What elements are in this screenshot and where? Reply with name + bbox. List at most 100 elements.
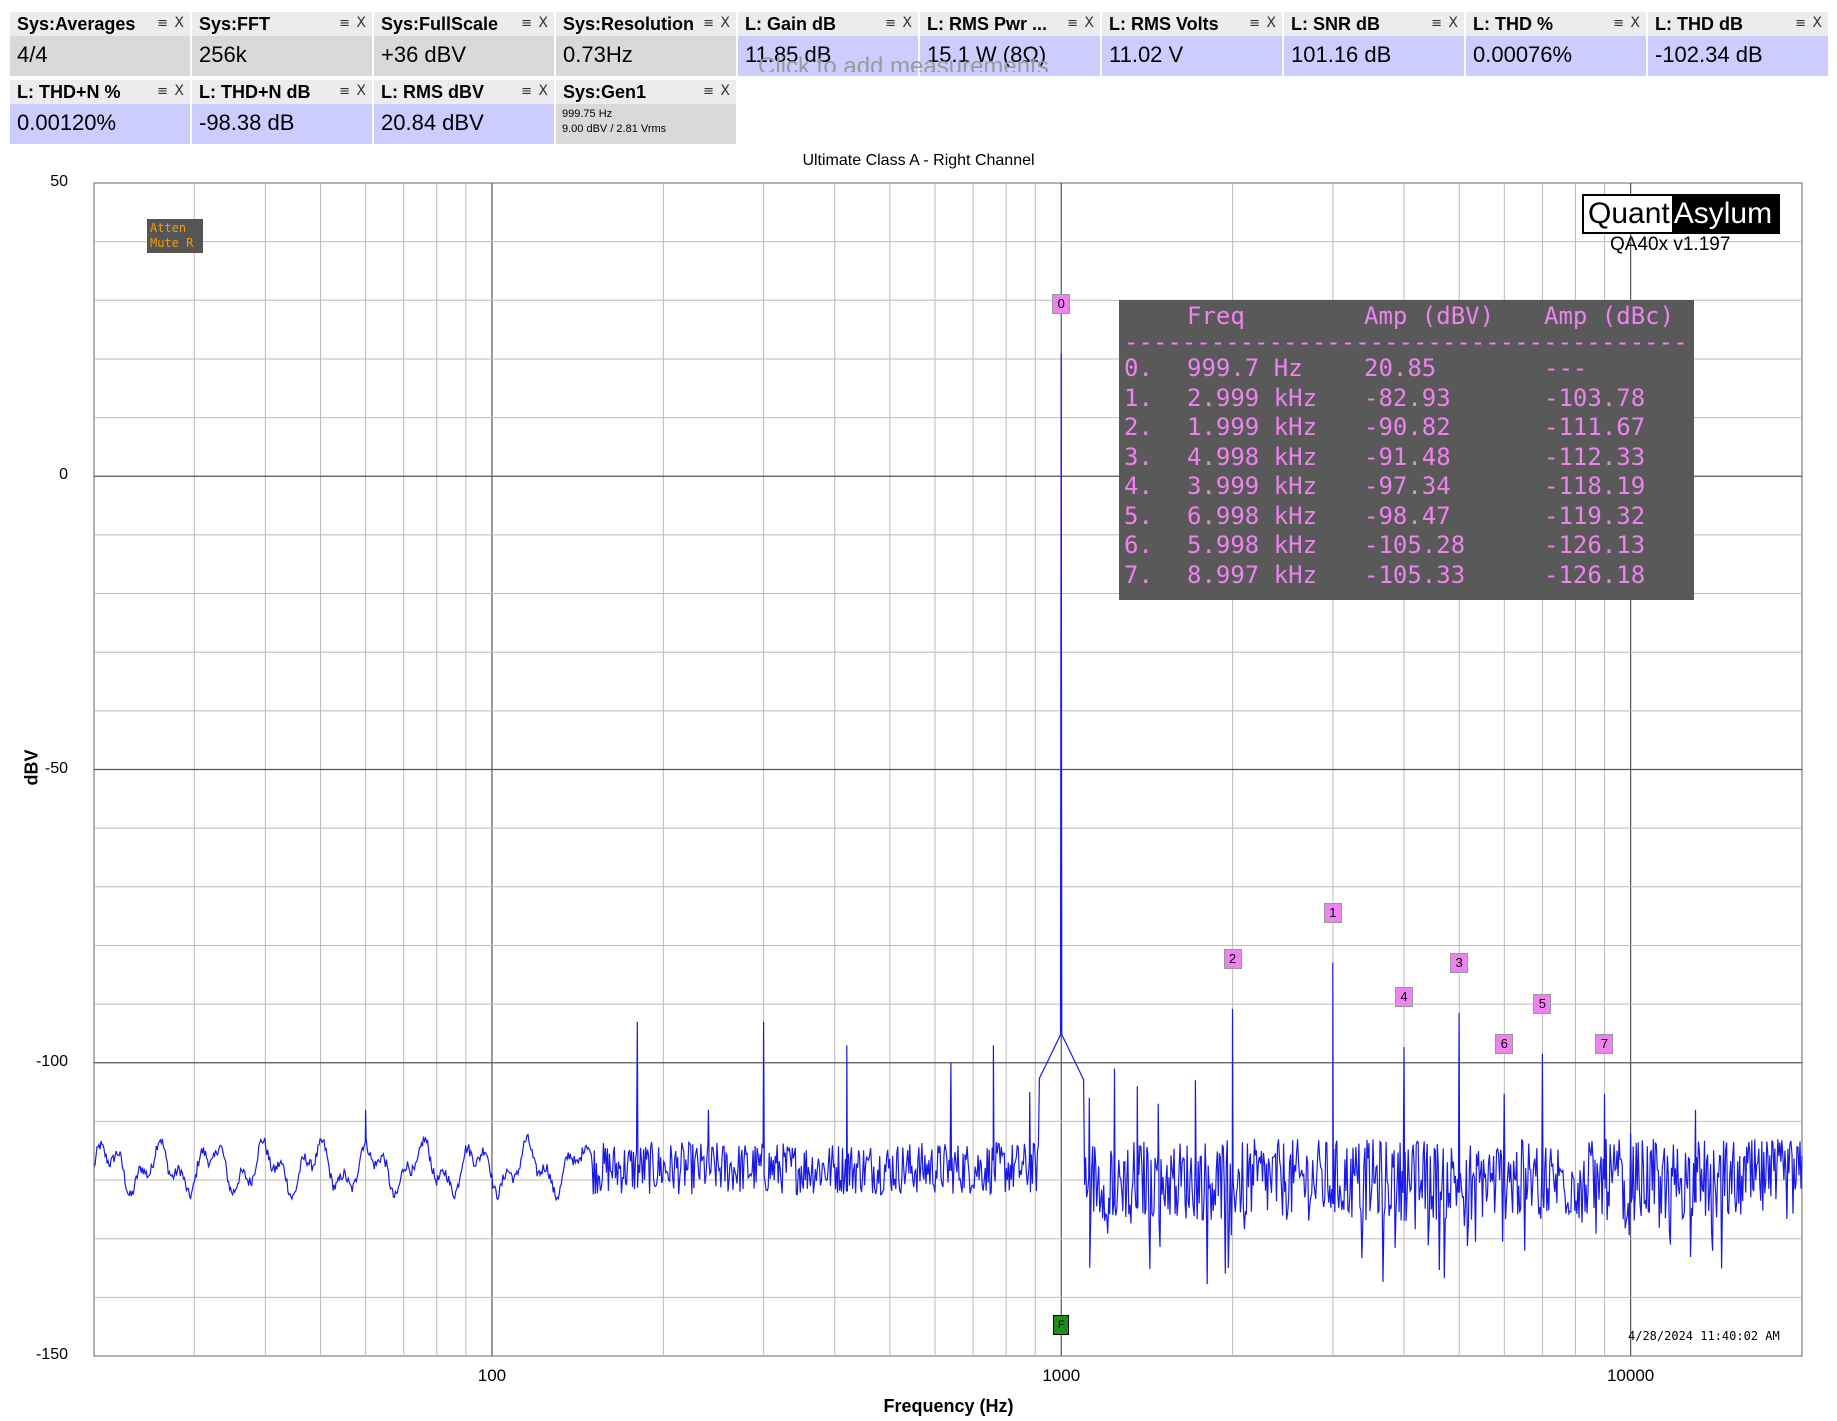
tile-name: L: RMS Pwr ...	[927, 14, 1048, 34]
logo-part-quant: Quant	[1584, 196, 1672, 232]
close-icon[interactable]: X	[174, 15, 184, 31]
menu-icon[interactable]: ≡	[1795, 16, 1806, 31]
menu-icon[interactable]: ≡	[1249, 16, 1260, 31]
tile-value: 20.84 dBV	[381, 110, 484, 135]
app-version: QA40x v1.197	[1610, 234, 1731, 255]
harmonic-index: 0.	[1124, 354, 1153, 382]
tile-header: L: RMS Pwr ... ≡ X	[920, 12, 1100, 36]
generator-tile[interactable]: Sys:Gen1 ≡ X 999.75 Hz 9.00 dBV / 2.81 Vrms	[556, 80, 736, 144]
harmonic-frequency: 4.998 kHz	[1187, 442, 1318, 471]
menu-icon[interactable]: ≡	[339, 16, 350, 31]
harmonic-index: 4.	[1124, 472, 1153, 500]
harmonic-marker[interactable]: 3	[1450, 952, 1469, 973]
harmonic-amp-dbv: -105.33	[1364, 560, 1466, 589]
tile-header: L: Gain dB ≡ X	[738, 12, 918, 36]
measurement-tile[interactable]: L: Gain dB ≡ X 11.85 dB	[738, 12, 918, 76]
measurement-tile[interactable]: L: RMS Pwr ... ≡ X 15.1 W (8Ω)	[920, 12, 1100, 76]
tile-header: Sys:FullScale ≡ X	[374, 12, 554, 36]
tile-header: Sys:Averages ≡ X	[10, 12, 190, 36]
harmonic-amp-dbc: -111.67	[1544, 413, 1646, 441]
close-icon[interactable]: X	[538, 15, 548, 31]
menu-icon[interactable]: ≡	[521, 16, 532, 31]
harmonic-marker[interactable]: 4	[1394, 987, 1413, 1008]
harmonic-amp-dbv: -90.82	[1364, 413, 1451, 441]
add-measurements-hint[interactable]: Click to add measurements	[758, 53, 1049, 80]
close-icon[interactable]: X	[1084, 15, 1094, 31]
harmonic-amp-dbc: -112.33	[1544, 442, 1646, 471]
harmonic-marker[interactable]: 0	[1052, 293, 1071, 314]
harmonic-amp-dbc: -103.78	[1544, 383, 1646, 412]
tile-body: -102.34 dB	[1648, 36, 1828, 76]
tile-header: L: THD+N dB ≡ X	[192, 80, 372, 104]
quantasylum-logo: Quant Asylum	[1582, 194, 1781, 234]
close-icon[interactable]: X	[1812, 15, 1822, 31]
close-icon[interactable]: X	[538, 83, 548, 99]
harmonic-index: 6.	[1124, 531, 1153, 559]
close-icon[interactable]: X	[902, 15, 912, 31]
tile-body: 101.16 dB	[1284, 36, 1464, 76]
tile-value: 11.85 dB	[745, 42, 832, 67]
close-icon[interactable]: X	[1448, 15, 1458, 31]
close-icon[interactable]: X	[720, 15, 730, 31]
close-icon[interactable]: X	[1630, 15, 1640, 31]
tile-body: 20.84 dBV	[374, 104, 554, 144]
menu-icon[interactable]: ≡	[1431, 16, 1442, 31]
tile-name: L: Gain dB	[745, 14, 836, 34]
tile-value: 0.00120%	[17, 110, 117, 135]
measurement-tile[interactable]: L: SNR dB ≡ X 101.16 dB	[1284, 12, 1464, 76]
tile-name: L: THD dB	[1655, 14, 1743, 34]
measurement-tile[interactable]: L: RMS Volts ≡ X 11.02 V	[1102, 12, 1282, 76]
menu-icon[interactable]: ≡	[703, 84, 714, 99]
tile-header: L: THD dB ≡ X	[1648, 12, 1828, 36]
logo-part-asylum: Asylum	[1671, 196, 1779, 232]
fundamental-marker[interactable]: F	[1053, 1315, 1070, 1335]
tile-value: 11.02 V	[1109, 42, 1184, 67]
tile-value: 256k	[199, 42, 247, 67]
measurement-tile[interactable]: L: RMS dBV ≡ X 20.84 dBV	[374, 80, 554, 144]
harmonic-marker[interactable]: 5	[1533, 993, 1552, 1014]
harmonic-frequency: 5.998 kHz	[1187, 531, 1318, 559]
harmonic-amp-dbc: -119.32	[1544, 501, 1646, 530]
y-tick-label: -100	[35, 1052, 68, 1070]
harmonic-amp-dbv: -82.93	[1364, 383, 1451, 412]
measurement-tile[interactable]: Sys:FullScale ≡ X +36 dBV	[374, 12, 554, 76]
measurement-tile[interactable]: L: THD % ≡ X 0.00076%	[1466, 12, 1646, 76]
tile-value: 0.73Hz	[563, 42, 633, 67]
menu-icon[interactable]: ≡	[157, 16, 168, 31]
menu-icon[interactable]: ≡	[521, 84, 532, 99]
menu-icon[interactable]: ≡	[1067, 16, 1078, 31]
tile-body: 11.02 V	[1102, 36, 1282, 76]
menu-icon[interactable]: ≡	[157, 84, 168, 99]
close-icon[interactable]: X	[174, 83, 184, 99]
harmonic-frequency: 1.999 kHz	[1187, 413, 1318, 441]
menu-icon[interactable]: ≡	[1613, 16, 1624, 31]
tile-body: 256k	[192, 36, 372, 76]
close-icon[interactable]: X	[356, 15, 366, 31]
measurement-tile[interactable]: Sys:Averages ≡ X 4/4	[10, 12, 190, 76]
harmonic-marker[interactable]: 2	[1223, 948, 1242, 969]
close-icon[interactable]: X	[720, 83, 730, 99]
tile-value: 0.00076%	[1473, 42, 1573, 67]
close-icon[interactable]: X	[1266, 15, 1276, 31]
harmonic-marker[interactable]: 6	[1495, 1033, 1514, 1054]
measurement-tile[interactable]: Sys:Resolution ≡ X 0.73Hz	[556, 12, 736, 76]
measurement-tile[interactable]: L: THD dB ≡ X -102.34 dB	[1648, 12, 1828, 76]
menu-icon[interactable]: ≡	[703, 16, 714, 31]
menu-icon[interactable]: ≡	[339, 84, 350, 99]
x-tick-label: 10000	[1606, 1366, 1655, 1385]
generator-level: 9.00 dBV / 2.81 Vrms	[562, 123, 667, 135]
close-icon[interactable]: X	[356, 83, 366, 99]
tile-name: Sys:Gen1	[563, 82, 647, 102]
harmonic-marker[interactable]: 7	[1595, 1034, 1614, 1054]
y-tick-label: 50	[50, 173, 68, 190]
measurement-tiles: Sys:Averages ≡ X 4/4 Sys:FFT ≡ X 256k Sys:FullSc…	[10, 12, 1830, 146]
tile-body: 11.85 dB	[738, 36, 918, 76]
measurement-tile[interactable]: Sys:FFT ≡ X 256k	[192, 12, 372, 76]
harmonic-amp-dbv: -105.28	[1364, 531, 1466, 559]
measurement-tile[interactable]: L: THD+N % ≡ X 0.00120%	[10, 80, 190, 144]
tile-header: Sys:FFT ≡ X	[192, 12, 372, 36]
x-tick-label: 100	[477, 1366, 507, 1385]
measurement-tile[interactable]: L: THD+N dB ≡ X -98.38 dB	[192, 80, 372, 144]
menu-icon[interactable]: ≡	[885, 16, 896, 31]
harmonic-marker[interactable]: 1	[1323, 902, 1342, 923]
